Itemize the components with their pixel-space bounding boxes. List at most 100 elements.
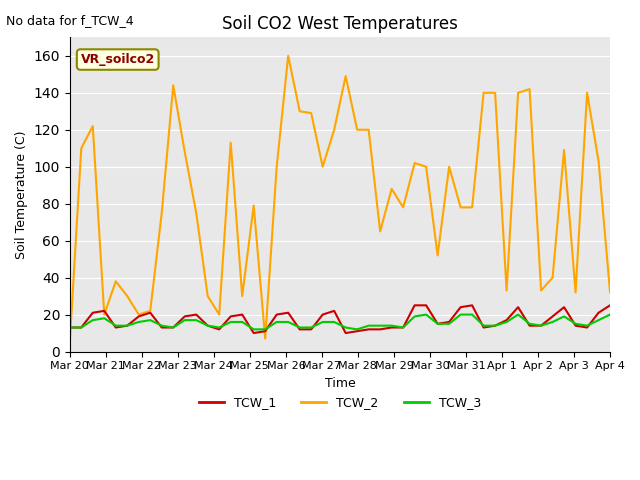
TCW_3	[445, 321, 453, 327]
TCW_1	[296, 326, 303, 332]
TCW_2	[319, 164, 326, 169]
TCW_2	[100, 312, 108, 317]
TCW_1	[66, 324, 74, 330]
TCW_1	[238, 312, 246, 317]
TCW_1	[100, 308, 108, 314]
TCW_2	[515, 90, 522, 96]
TCW_1	[595, 310, 602, 316]
Line: TCW_3: TCW_3	[70, 314, 610, 329]
TCW_1	[525, 323, 533, 328]
TCW_1	[606, 302, 614, 308]
TCW_1	[457, 304, 465, 310]
TCW_2	[492, 90, 499, 96]
TCW_3	[307, 324, 315, 330]
TCW_2	[388, 186, 396, 192]
TCW_2	[342, 73, 349, 79]
TCW_2	[457, 204, 465, 210]
TCW_3	[353, 326, 361, 332]
TCW_3	[158, 323, 166, 328]
TCW_3	[399, 324, 407, 330]
TCW_2	[250, 203, 257, 208]
TCW_2	[147, 308, 154, 314]
TCW_1	[319, 312, 326, 317]
TCW_2	[89, 123, 97, 129]
TCW_3	[250, 326, 257, 332]
Title: Soil CO2 West Temperatures: Soil CO2 West Temperatures	[222, 15, 458, 33]
TCW_1	[170, 324, 177, 330]
Y-axis label: Soil Temperature (C): Soil Temperature (C)	[15, 130, 28, 259]
TCW_1	[227, 313, 234, 319]
TCW_3	[457, 312, 465, 317]
TCW_1	[399, 324, 407, 330]
TCW_2	[296, 108, 303, 114]
TCW_1	[548, 313, 556, 319]
TCW_1	[181, 313, 189, 319]
TCW_2	[480, 90, 488, 96]
TCW_2	[525, 86, 533, 92]
TCW_3	[492, 323, 499, 328]
TCW_1	[434, 321, 442, 327]
TCW_2	[445, 164, 453, 169]
TCW_3	[595, 317, 602, 323]
TCW_3	[66, 324, 74, 330]
TCW_2	[238, 293, 246, 299]
TCW_3	[560, 313, 568, 319]
Line: TCW_2: TCW_2	[70, 56, 610, 342]
TCW_3	[583, 323, 591, 328]
TCW_1	[572, 323, 579, 328]
Text: VR_soilco2: VR_soilco2	[81, 53, 155, 66]
TCW_3	[181, 317, 189, 323]
TCW_3	[468, 312, 476, 317]
TCW_2	[503, 288, 511, 293]
TCW_1	[89, 310, 97, 316]
TCW_3	[330, 319, 338, 325]
TCW_1	[124, 323, 131, 328]
TCW_2	[330, 127, 338, 132]
TCW_3	[525, 321, 533, 327]
TCW_3	[135, 319, 143, 325]
TCW_3	[273, 319, 280, 325]
TCW_2	[411, 160, 419, 166]
TCW_1	[342, 330, 349, 336]
TCW_3	[422, 312, 430, 317]
TCW_1	[422, 302, 430, 308]
TCW_1	[330, 308, 338, 314]
TCW_1	[376, 326, 384, 332]
X-axis label: Time: Time	[324, 377, 355, 390]
TCW_3	[480, 323, 488, 328]
TCW_3	[537, 323, 545, 328]
TCW_2	[434, 252, 442, 258]
TCW_3	[503, 319, 511, 325]
TCW_2	[595, 158, 602, 164]
TCW_2	[353, 127, 361, 132]
TCW_1	[273, 312, 280, 317]
TCW_2	[193, 210, 200, 216]
TCW_2	[583, 90, 591, 96]
TCW_2	[284, 53, 292, 59]
TCW_3	[100, 315, 108, 321]
TCW_2	[572, 289, 579, 295]
TCW_2	[158, 210, 166, 216]
TCW_2	[422, 164, 430, 169]
TCW_3	[319, 319, 326, 325]
TCW_3	[147, 317, 154, 323]
TCW_2	[365, 127, 372, 132]
TCW_3	[261, 326, 269, 332]
TCW_2	[181, 149, 189, 155]
TCW_1	[515, 304, 522, 310]
TCW_1	[560, 304, 568, 310]
TCW_2	[548, 275, 556, 280]
TCW_3	[342, 324, 349, 330]
TCW_1	[158, 324, 166, 330]
TCW_3	[204, 323, 212, 328]
TCW_1	[204, 323, 212, 328]
TCW_2	[135, 312, 143, 317]
TCW_3	[124, 323, 131, 328]
TCW_2	[216, 312, 223, 317]
TCW_3	[216, 324, 223, 330]
TCW_2	[227, 140, 234, 145]
TCW_2	[261, 336, 269, 341]
TCW_3	[388, 323, 396, 328]
TCW_2	[560, 147, 568, 153]
TCW_1	[492, 323, 499, 328]
